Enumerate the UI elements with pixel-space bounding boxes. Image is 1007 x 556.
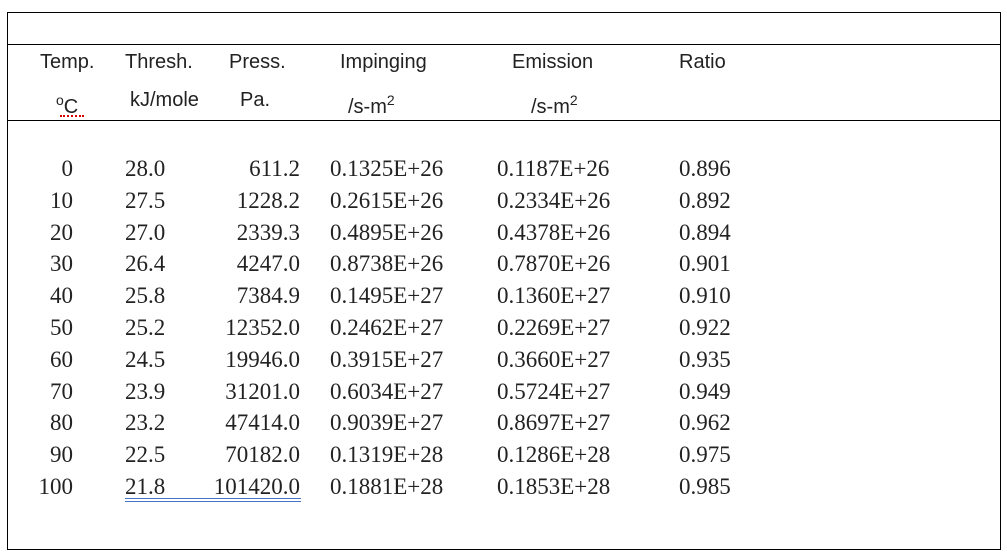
table-cell: 0.894 — [679, 219, 731, 245]
table-cell: 0.896 — [679, 156, 731, 181]
table-cell: 23.9 — [125, 378, 166, 404]
table-cell: 21.8 — [125, 474, 166, 499]
table-cell: 0.1853E+28 — [497, 474, 611, 499]
unit-text: /s-m — [348, 96, 387, 118]
table-cell: 0.3660E+27 — [497, 346, 611, 372]
table-cell: 12352.0 — [225, 315, 300, 340]
table-cell: 47414.0 — [225, 410, 300, 436]
rule — [7, 120, 1000, 121]
table-cell: 50 — [50, 315, 73, 340]
table-cell: 20 — [50, 219, 73, 245]
table-cell: 0.8738E+26 — [330, 251, 444, 277]
table-cell: 0.4378E+26 — [497, 219, 611, 245]
column-unit: /s-m2 — [531, 88, 578, 119]
table-cell: 80 — [50, 410, 73, 436]
table-cell: 31201.0 — [225, 378, 300, 404]
table-cell: 4247.0 — [236, 251, 300, 277]
unit-text: Pa. — [240, 89, 271, 111]
table-cell: 22.5 — [125, 442, 166, 468]
column-header: Emission — [512, 51, 594, 73]
table-cell: 2339.3 — [236, 219, 300, 245]
table-cell: 0.8697E+27 — [497, 410, 611, 436]
table-cell: 0.2462E+27 — [330, 315, 444, 340]
table-cell: 0.901 — [679, 251, 731, 277]
column-unit: Pa. — [240, 88, 270, 112]
table-cell: 0.9039E+27 — [330, 410, 444, 436]
table-cell: 0.2615E+26 — [330, 187, 444, 213]
table-cell: 611.2 — [249, 156, 300, 181]
table-cell: 60 — [50, 346, 73, 372]
table-cell: 24.5 — [125, 346, 166, 372]
column-unit: kJ/mole — [130, 88, 199, 112]
table-cell: 19946.0 — [225, 346, 300, 372]
table-cell: 23.2 — [125, 410, 166, 436]
table-cell: 0.5724E+27 — [497, 378, 611, 404]
table-cell: 0.6034E+27 — [330, 378, 444, 404]
table-cell: 90 — [50, 442, 73, 468]
table-cell: 0.1286E+28 — [497, 442, 611, 468]
table-cell: 0.1319E+28 — [330, 442, 444, 468]
column-header: Ratio — [679, 51, 726, 73]
unit-text: kJ/mole — [130, 89, 199, 111]
table-cell: 0.1881E+28 — [330, 474, 444, 499]
table-cell: 0.1360E+27 — [497, 283, 611, 309]
table-cell: 30 — [50, 251, 73, 277]
column-unit: oC — [56, 88, 78, 119]
table-cell: 0.892 — [679, 187, 731, 213]
rule — [7, 44, 1000, 45]
table-cell: 0.2269E+27 — [497, 315, 611, 340]
table-cell: 28.0 — [125, 156, 166, 181]
table-cell: 100 — [38, 474, 74, 499]
spell-mark — [60, 112, 84, 117]
table-cell: 0.985 — [679, 474, 731, 499]
table-cell: 0.962 — [679, 410, 731, 436]
table-border — [7, 12, 1001, 550]
table-cell: 0.975 — [679, 442, 731, 468]
table-cell: 0.7870E+26 — [497, 251, 611, 277]
table-cell: 0 — [61, 156, 74, 181]
superscript: 2 — [569, 92, 578, 108]
table-cell: 70 — [50, 378, 73, 404]
table-cell: 0.3915E+27 — [330, 346, 444, 372]
table-cell: 0.949 — [679, 378, 731, 404]
table-cell: 0.922 — [679, 315, 731, 340]
table-cell: 40 — [50, 283, 73, 309]
table-cell: 0.910 — [679, 283, 731, 309]
table-cell: 25.8 — [125, 283, 166, 309]
table-cell: 25.2 — [125, 315, 166, 340]
table-cell: 0.1495E+27 — [330, 283, 444, 309]
table-cell: 0.1187E+26 — [497, 156, 610, 181]
table-cell: 0.2334E+26 — [497, 187, 611, 213]
column-header: Press. — [229, 51, 286, 73]
table-cell: 1228.2 — [236, 187, 300, 213]
superscript: o — [56, 92, 64, 108]
table-cell: 27.5 — [125, 187, 166, 213]
column-header: Thresh. — [125, 51, 193, 73]
table-cell: 0.1325E+26 — [330, 156, 444, 181]
superscript: 2 — [386, 92, 395, 108]
column-header: Impinging — [340, 51, 427, 73]
table-cell: 26.4 — [125, 251, 166, 277]
column-header: Temp. — [40, 51, 95, 73]
table-cell: 0.935 — [679, 346, 731, 372]
unit-text: C — [63, 96, 79, 118]
table-cell: 70182.0 — [225, 442, 300, 468]
table-cell: 101420.0 — [213, 474, 300, 499]
table-cell: 0.4895E+26 — [330, 219, 444, 245]
table-cell: 7384.9 — [236, 283, 300, 309]
grammar-mark — [125, 498, 301, 502]
unit-text: /s-m — [531, 96, 570, 118]
table-cell: 27.0 — [125, 219, 166, 245]
table-cell: 10 — [50, 187, 73, 213]
column-unit: /s-m2 — [348, 88, 395, 119]
